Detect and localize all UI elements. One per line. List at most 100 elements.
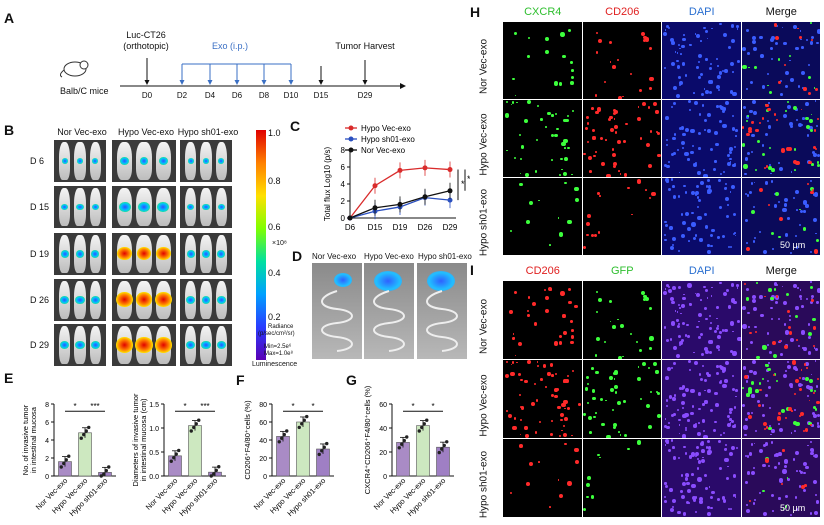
cell-signal	[745, 115, 750, 120]
cell-signal	[717, 236, 721, 240]
cell-signal	[770, 168, 775, 173]
cell-signal	[727, 414, 730, 418]
cell-signal	[815, 232, 818, 235]
data-point	[447, 197, 453, 203]
cell-signal	[794, 409, 797, 412]
cell-signal	[732, 375, 735, 378]
cell-signal	[524, 426, 528, 430]
cell-signal	[705, 289, 709, 293]
cell-signal	[672, 85, 678, 90]
cell-signal	[721, 234, 726, 239]
cell-signal	[697, 132, 702, 136]
cell-signal	[799, 223, 802, 226]
cell-signal	[807, 183, 810, 186]
mouse-image	[215, 188, 227, 226]
cell-signal	[774, 36, 779, 41]
mouse-image	[74, 326, 86, 364]
cell-signal	[743, 106, 747, 110]
cell-signal	[782, 207, 787, 213]
cell-signal	[595, 51, 599, 54]
cell-signal	[597, 453, 600, 457]
cell-signal	[531, 401, 536, 406]
bioluminescence-signal	[203, 158, 209, 164]
cell-signal	[543, 288, 547, 292]
cell-signal	[538, 199, 540, 202]
intestine-image	[364, 263, 414, 359]
data-point	[64, 458, 68, 462]
cell-signal	[756, 139, 760, 143]
cell-signal	[768, 361, 770, 364]
data-point	[405, 435, 409, 439]
cell-signal	[755, 330, 758, 333]
cell-signal	[710, 506, 713, 510]
cell-signal	[665, 399, 669, 402]
ivis-image	[180, 186, 232, 228]
cell-signal	[707, 188, 712, 193]
cell-signal	[734, 493, 736, 496]
cell-signal	[734, 389, 738, 393]
cell-signal	[558, 494, 563, 499]
mouse-image	[59, 281, 71, 319]
cell-signal	[677, 456, 680, 459]
cell-signal	[693, 351, 695, 354]
cell-signal	[745, 347, 748, 350]
cell-signal	[768, 351, 772, 355]
cell-signal	[585, 483, 590, 488]
cell-signal	[796, 118, 799, 121]
cell-signal	[625, 122, 628, 126]
cell-signal	[744, 434, 747, 437]
data-point	[285, 429, 289, 433]
cell-signal	[760, 313, 764, 318]
cell-signal	[721, 496, 726, 501]
cell-signal	[735, 135, 737, 137]
intestine-path	[426, 290, 458, 352]
cell-signal	[773, 373, 777, 376]
legend-marker	[348, 147, 354, 153]
cell-signal	[513, 156, 517, 159]
cell-signal	[779, 93, 783, 97]
cell-signal	[603, 80, 607, 84]
cell-signal	[807, 91, 812, 95]
cell-signal	[714, 421, 717, 424]
cell-signal	[716, 84, 721, 89]
cell-signal	[742, 386, 745, 389]
cell-signal	[682, 296, 686, 301]
cell-signal	[561, 168, 564, 171]
cell-signal	[729, 407, 733, 412]
cell-signal	[558, 232, 563, 237]
cell-signal	[773, 288, 777, 291]
cell-signal	[724, 196, 730, 201]
bioluminescence-signal	[201, 296, 211, 304]
cell-signal	[748, 66, 750, 69]
cell-signal	[551, 420, 554, 423]
cell-signal	[751, 381, 755, 385]
cell-signal	[767, 107, 771, 112]
cell-signal	[799, 485, 802, 488]
cell-signal	[782, 113, 788, 119]
cell-signal	[729, 321, 734, 326]
cell-signal	[698, 408, 701, 411]
cell-signal	[797, 345, 801, 348]
cell-signal	[704, 129, 706, 132]
data-point	[417, 429, 421, 433]
cell-signal	[681, 44, 686, 49]
cell-signal	[777, 462, 781, 465]
cell-signal	[775, 119, 778, 122]
cell-signal	[651, 191, 656, 197]
cell-signal	[703, 168, 706, 171]
cell-signal	[705, 185, 709, 188]
cell-signal	[547, 372, 551, 376]
tumor-signal	[334, 273, 352, 287]
cell-signal	[809, 250, 813, 254]
cell-signal	[586, 122, 590, 125]
cell-signal	[673, 412, 677, 416]
cell-signal	[675, 354, 680, 359]
cell-signal	[780, 409, 785, 414]
cell-signal	[699, 72, 704, 77]
bar	[296, 421, 310, 477]
mouse-image	[74, 188, 86, 226]
bioluminescence-signal	[76, 157, 84, 164]
cell-signal	[718, 205, 723, 209]
cell-signal	[743, 425, 748, 430]
